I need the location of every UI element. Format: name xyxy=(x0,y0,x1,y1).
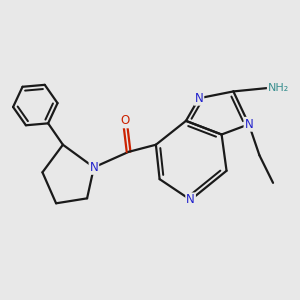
Text: O: O xyxy=(120,114,130,128)
Text: N: N xyxy=(195,92,203,105)
Text: N: N xyxy=(186,194,195,206)
Text: NH₂: NH₂ xyxy=(268,83,289,93)
Text: N: N xyxy=(244,118,253,131)
Text: N: N xyxy=(89,161,98,174)
